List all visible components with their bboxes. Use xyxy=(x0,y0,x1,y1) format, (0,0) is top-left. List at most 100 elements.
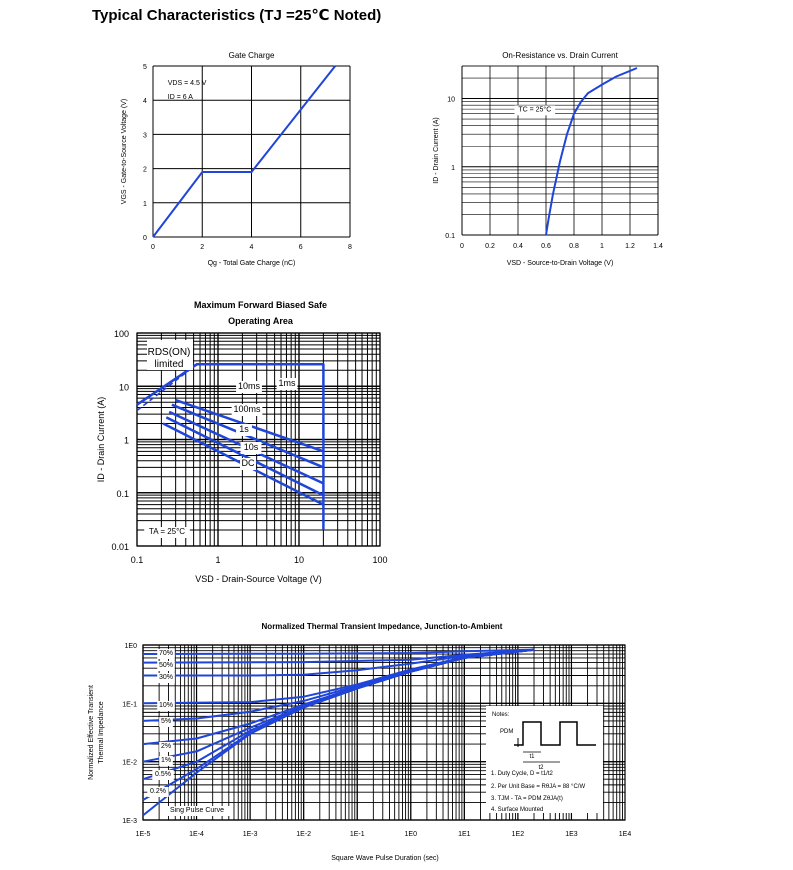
series-label-6: 1% xyxy=(161,757,171,764)
notes-heading: Notes: xyxy=(492,712,510,718)
x-tick-label: 1E-4 xyxy=(189,831,204,838)
x-tick-label: 0 xyxy=(460,243,464,250)
rdson-label: RDS(ON) xyxy=(148,347,191,358)
y-axis-label-line2: Thermal Impedance xyxy=(98,701,105,763)
soa-curve-10s xyxy=(165,416,324,497)
x-tick-label: 1E3 xyxy=(565,831,578,838)
y-tick-label: 1E-2 xyxy=(122,760,137,767)
plot-frame xyxy=(136,332,381,547)
note-per-unit-base: 2. Per Unit Base = RθJA = 88 °C/W xyxy=(491,784,585,790)
label-10ms-bg xyxy=(236,381,262,393)
rdson-label-bg xyxy=(147,340,193,370)
y-tick-label: 1E0 xyxy=(125,643,138,650)
chart-title: Normalized Thermal Transient Impedance, … xyxy=(262,622,503,631)
label-1ms: 1ms xyxy=(278,378,296,388)
y-tick-label: 5 xyxy=(143,64,147,71)
limited-label: limited xyxy=(155,359,184,370)
series-label-single-pulse: Sing Pulse Curve xyxy=(170,807,224,814)
y-tick-label: 10 xyxy=(119,382,129,392)
label-10s: 10s xyxy=(244,442,259,452)
x-tick-label: 100 xyxy=(372,555,387,565)
label-100ms-bg xyxy=(231,404,263,416)
label-1s: 1s xyxy=(239,424,249,434)
x-tick-label: 10 xyxy=(294,555,304,565)
thermal-curve-70 xyxy=(142,648,535,655)
y-tick-label: 3 xyxy=(143,132,147,139)
y-tick-label: 0.1 xyxy=(116,489,129,499)
gate-charge-curve xyxy=(152,65,336,238)
soa-curve-1ms xyxy=(136,362,325,530)
y-tick-label: 100 xyxy=(114,329,129,339)
series-label-single-pulse-bg xyxy=(163,806,231,816)
thermal-curve-30 xyxy=(143,648,535,677)
x-tick-label: 2 xyxy=(200,244,204,251)
x-tick-label: 0.1 xyxy=(131,555,144,565)
x-tick-label: 1 xyxy=(215,555,220,565)
series-label-2-bg xyxy=(157,673,175,683)
y-axis-label: ID - Drain Current (A) xyxy=(433,117,440,184)
series-label-0-bg xyxy=(157,649,175,659)
x-axis-label: VSD - Drain-Source Voltage (V) xyxy=(195,574,322,584)
x-tick-label: 1E-2 xyxy=(296,831,311,838)
x-tick-label: 0 xyxy=(151,244,155,251)
x-tick-label: 0.2 xyxy=(485,243,495,250)
label-dc: DC xyxy=(242,458,255,468)
x-axis-label: VSD - Source-to-Drain Voltage (V) xyxy=(507,260,614,267)
y-tick-label: 4 xyxy=(143,98,147,105)
chart-title: On-Resistance vs. Drain Current xyxy=(502,51,618,60)
y-tick-label: 1 xyxy=(451,165,455,172)
chart-title-line2: Operating Area xyxy=(228,316,294,326)
y-tick-label: 0.1 xyxy=(445,233,455,240)
x-tick-label: 0.8 xyxy=(569,243,579,250)
x-tick-label: 4 xyxy=(250,244,254,251)
thermal-curve-SingPulseCurve xyxy=(142,648,535,817)
series-label-8: 0.2% xyxy=(150,788,166,795)
x-tick-label: 0.6 xyxy=(541,243,551,250)
x-tick-label: 1E4 xyxy=(619,831,632,838)
series-label-3: 10% xyxy=(159,702,173,709)
x-tick-label: 1E-3 xyxy=(243,831,258,838)
x-tick-label: 1.4 xyxy=(653,243,663,250)
note-tjm: 3. TJM - TA = PDM ZθJA(t) xyxy=(491,796,563,802)
x-tick-label: 1E-1 xyxy=(350,831,365,838)
drain-current-curve xyxy=(545,67,638,236)
chart-title: Gate Charge xyxy=(229,51,275,60)
series-label-5: 2% xyxy=(161,743,171,750)
y-axis-label: ID - Drain Current (A) xyxy=(96,397,106,483)
series-label-1: 50% xyxy=(159,662,173,669)
notes-box xyxy=(486,706,603,813)
y-tick-label: 10 xyxy=(447,97,455,104)
thermal-curve-05 xyxy=(142,648,535,781)
series-label-0: 70% xyxy=(159,650,173,657)
label-100ms: 100ms xyxy=(233,404,261,414)
label-dc-bg xyxy=(240,458,256,470)
annotation-vds: VDS = 4.5 V xyxy=(168,80,207,87)
label-10ms: 10ms xyxy=(238,381,261,391)
annotation-tc-bg xyxy=(514,105,556,116)
annotation-id: ID = 6 A xyxy=(168,94,193,101)
notes-pdm: PDM xyxy=(500,729,513,735)
pulse-waveform xyxy=(514,721,596,746)
series-label-8-bg xyxy=(147,787,169,797)
y-tick-label: 1 xyxy=(143,201,147,208)
series-label-7-bg xyxy=(152,770,174,780)
x-tick-label: 1E2 xyxy=(512,831,525,838)
series-label-6-bg xyxy=(159,756,173,766)
y-tick-label: 0 xyxy=(143,235,147,242)
note-duty-cycle: 1. Duty Cycle, D = t1/t2 xyxy=(491,771,554,777)
y-axis-label: VGS - Gate-to-Source Voltage (V) xyxy=(121,99,128,204)
y-tick-label: 2 xyxy=(143,167,147,174)
page-title: Typical Characteristics (TJ =25℃ Noted) xyxy=(92,7,382,24)
series-label-1-bg xyxy=(157,661,175,671)
x-tick-label: 1E1 xyxy=(458,831,471,838)
label-1ms-bg xyxy=(276,378,298,390)
series-label-4: 5% xyxy=(161,718,171,725)
chart-title-line1: Maximum Forward Biased Safe xyxy=(194,300,327,310)
label-ta: TA = 25°C xyxy=(149,527,185,536)
label-10s-bg xyxy=(240,442,262,454)
series-label-3-bg xyxy=(157,701,175,711)
y-tick-label: 1E-1 xyxy=(122,701,137,708)
